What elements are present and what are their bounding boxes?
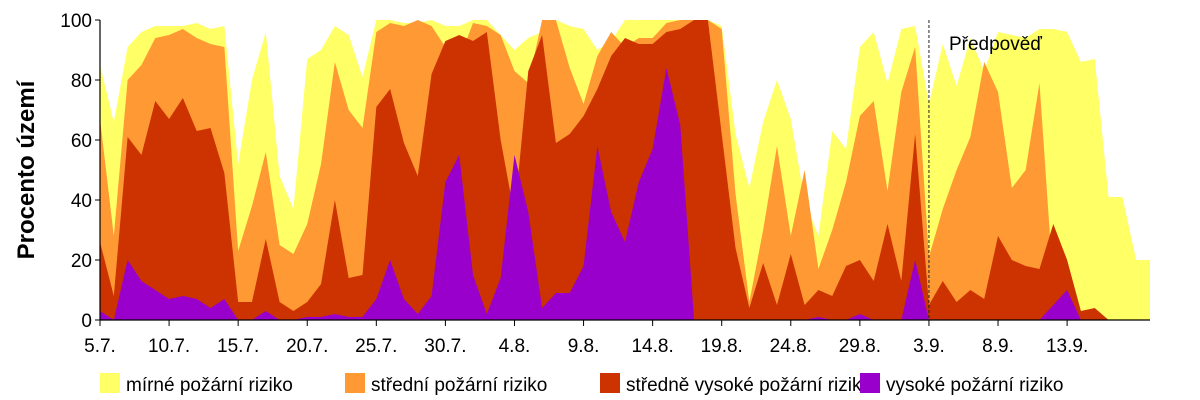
y-tick-label: 80 (71, 71, 92, 92)
x-tick-label: 29.8. (839, 336, 881, 357)
legend-swatch (345, 373, 365, 393)
x-tick-label: 30.7. (424, 336, 466, 357)
area-series-3 (100, 20, 1150, 320)
x-tick-label: 8.9. (982, 336, 1014, 357)
x-tick-label: 20.7. (286, 336, 328, 357)
x-tick-label: 19.8. (701, 336, 743, 357)
y-tick-label: 60 (71, 131, 92, 152)
y-tick-label: 40 (71, 191, 92, 212)
y-tick-label: 0 (81, 311, 92, 332)
x-tick-label: 5.7. (84, 336, 116, 357)
y-axis-label: Procento území (13, 79, 40, 259)
area-series-4 (100, 68, 1150, 320)
x-tick-label: 15.7. (217, 336, 259, 357)
x-tick-label: 13.9. (1046, 336, 1088, 357)
y-tick-labels: 0 20 40 60 80 100 (60, 11, 92, 332)
x-tick-label: 3.9. (913, 336, 945, 357)
legend: mírné požární riziko střední požární rizi… (100, 373, 1063, 396)
x-tick-label: 25.7. (355, 336, 397, 357)
x-tick-label: 10.7. (148, 336, 190, 357)
x-tick-label: 14.8. (631, 336, 673, 357)
y-tick-label: 100 (60, 11, 92, 32)
legend-swatch (100, 373, 120, 393)
x-tick-labels: 5.7. 10.7. 15.7. 20.7. 25.7. 30.7. 4.8. 9.8. 14.… (84, 336, 1088, 357)
x-tick-label: 9.8. (568, 336, 600, 357)
series-areas (100, 20, 1150, 320)
y-tick-label: 20 (71, 251, 92, 272)
legend-swatch (600, 373, 620, 393)
forecast-label: Předpověď (949, 34, 1042, 55)
legend-label: středně vysoké požární riziko (626, 375, 872, 396)
x-tick-label: 4.8. (499, 336, 531, 357)
legend-swatch (860, 373, 880, 393)
legend-label: mírné požární riziko (126, 375, 293, 396)
axes (95, 19, 1150, 326)
x-tick-label: 24.8. (770, 336, 812, 357)
legend-label: střední požární riziko (371, 375, 547, 396)
legend-label: vysoké požární riziko (886, 375, 1063, 396)
